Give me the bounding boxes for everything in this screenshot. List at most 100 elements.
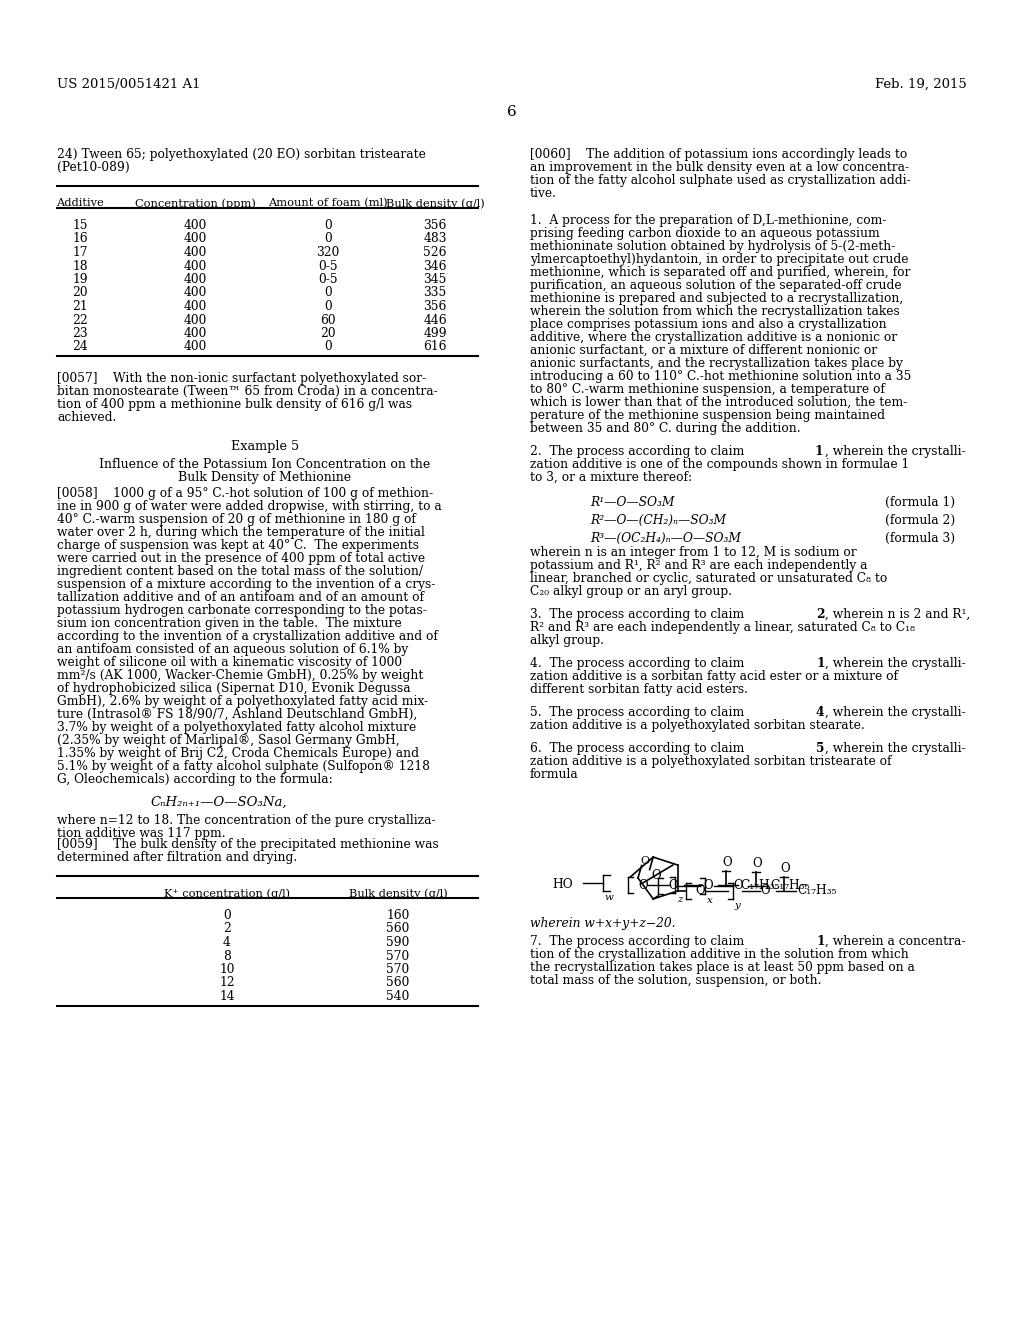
Text: 400: 400 xyxy=(183,246,207,259)
Text: O: O xyxy=(669,879,678,892)
Text: zation additive is a polyethoxylated sorbitan tristearate of: zation additive is a polyethoxylated sor… xyxy=(530,755,892,768)
Text: the recrystallization takes place is at least 50 ppm based on a: the recrystallization takes place is at … xyxy=(530,961,914,974)
Text: (formula 3): (formula 3) xyxy=(885,532,955,545)
Text: 16: 16 xyxy=(72,232,88,246)
Text: 23: 23 xyxy=(72,327,88,341)
Text: 0: 0 xyxy=(325,286,332,300)
Text: G, Oleochemicals) according to the formula:: G, Oleochemicals) according to the formu… xyxy=(57,774,333,785)
Text: ture (Intrasol® FS 18/90/7, Ashland Deutschland GmbH),: ture (Intrasol® FS 18/90/7, Ashland Deut… xyxy=(57,708,418,721)
Text: water over 2 h, during which the temperature of the initial: water over 2 h, during which the tempera… xyxy=(57,525,425,539)
Text: , wherein the crystalli-: , wherein the crystalli- xyxy=(825,706,966,719)
Text: 400: 400 xyxy=(183,314,207,326)
Text: 17: 17 xyxy=(73,246,88,259)
Text: perature of the methionine suspension being maintained: perature of the methionine suspension be… xyxy=(530,409,885,422)
Text: R¹—O—SO₃M: R¹—O—SO₃M xyxy=(590,496,675,510)
Text: 12: 12 xyxy=(219,977,234,990)
Text: O: O xyxy=(733,879,742,892)
Text: weight of silicone oil with a kinematic viscosity of 1000: weight of silicone oil with a kinematic … xyxy=(57,656,402,669)
Text: 3.7% by weight of a polyethoxylated fatty alcohol mixture: 3.7% by weight of a polyethoxylated fatt… xyxy=(57,721,416,734)
Text: achieved.: achieved. xyxy=(57,411,117,424)
Text: 2: 2 xyxy=(816,609,824,620)
Text: 14: 14 xyxy=(219,990,234,1003)
Text: 526: 526 xyxy=(423,246,446,259)
Text: formula: formula xyxy=(530,768,579,781)
Text: charge of suspension was kept at 40° C.  The experiments: charge of suspension was kept at 40° C. … xyxy=(57,539,419,552)
Text: 570: 570 xyxy=(386,949,410,962)
Text: determined after filtration and drying.: determined after filtration and drying. xyxy=(57,851,297,865)
Text: 4: 4 xyxy=(223,936,231,949)
Text: R²—O—(CH₂)ₙ—SO₃M: R²—O—(CH₂)ₙ—SO₃M xyxy=(590,513,726,527)
Text: 320: 320 xyxy=(316,246,340,259)
Text: w: w xyxy=(605,894,613,902)
Text: R³—(OC₂H₄)ₙ—O—SO₃M: R³—(OC₂H₄)ₙ—O—SO₃M xyxy=(590,532,741,545)
Text: 20: 20 xyxy=(321,327,336,341)
Text: 400: 400 xyxy=(183,300,207,313)
Text: 1.35% by weight of Brij C2, Croda Chemicals Europe) and: 1.35% by weight of Brij C2, Croda Chemic… xyxy=(57,747,419,760)
Text: sium ion concentration given in the table.  The mixture: sium ion concentration given in the tabl… xyxy=(57,616,401,630)
Text: 6.  The process according to claim: 6. The process according to claim xyxy=(530,742,749,755)
Text: Concentration (ppm): Concentration (ppm) xyxy=(134,198,255,209)
Text: 15: 15 xyxy=(73,219,88,232)
Text: tion additive was 117 ppm.: tion additive was 117 ppm. xyxy=(57,828,225,840)
Text: z: z xyxy=(677,895,683,904)
Text: 356: 356 xyxy=(423,219,446,232)
Text: tallization additive and of an antifoam and of an amount of: tallization additive and of an antifoam … xyxy=(57,591,424,605)
Text: linear, branched or cyclic, saturated or unsaturated C₈ to: linear, branched or cyclic, saturated or… xyxy=(530,572,887,585)
Text: anionic surfactant, or a mixture of different nonionic or: anionic surfactant, or a mixture of diff… xyxy=(530,345,878,356)
Text: C₁₇H₃₅: C₁₇H₃₅ xyxy=(740,879,779,891)
Text: tion of the crystallization additive in the solution from which: tion of the crystallization additive in … xyxy=(530,948,908,961)
Text: prising feeding carbon dioxide to an aqueous potassium: prising feeding carbon dioxide to an aqu… xyxy=(530,227,880,240)
Text: 10: 10 xyxy=(219,964,234,975)
Text: 1: 1 xyxy=(816,935,824,948)
Text: methionine is prepared and subjected to a recrystallization,: methionine is prepared and subjected to … xyxy=(530,292,903,305)
Text: C₁₇H₃₅: C₁₇H₃₅ xyxy=(798,884,838,898)
Text: 24: 24 xyxy=(72,341,88,354)
Text: of hydrophobicized silica (Sipernat D10, Evonik Degussa: of hydrophobicized silica (Sipernat D10,… xyxy=(57,682,411,696)
Text: 19: 19 xyxy=(72,273,88,286)
Text: ylmercaptoethyl)hydantoin, in order to precipitate out crude: ylmercaptoethyl)hydantoin, in order to p… xyxy=(530,253,908,267)
Text: O: O xyxy=(651,869,660,882)
Text: 22: 22 xyxy=(72,314,88,326)
Text: CₙH₂ₙ₊₁—O—SO₃Na,: CₙH₂ₙ₊₁—O—SO₃Na, xyxy=(150,796,287,809)
Text: 24) Tween 65; polyethoxylated (20 EO) sorbitan tristearate: 24) Tween 65; polyethoxylated (20 EO) so… xyxy=(57,148,426,161)
Text: to 80° C.-warm methionine suspension, a temperature of: to 80° C.-warm methionine suspension, a … xyxy=(530,383,885,396)
Text: , wherein n is 2 and R¹,: , wherein n is 2 and R¹, xyxy=(825,609,971,620)
Text: 1.  A process for the preparation of D,L-methionine, com-: 1. A process for the preparation of D,L-… xyxy=(530,214,887,227)
Text: , wherein the crystalli-: , wherein the crystalli- xyxy=(825,742,966,755)
Text: purification, an aqueous solution of the separated-off crude: purification, an aqueous solution of the… xyxy=(530,279,901,292)
Text: 60: 60 xyxy=(321,314,336,326)
Text: 483: 483 xyxy=(423,232,446,246)
Text: where n=12 to 18. The concentration of the pure crystalliza-: where n=12 to 18. The concentration of t… xyxy=(57,814,435,828)
Text: 446: 446 xyxy=(423,314,446,326)
Text: O: O xyxy=(780,862,790,875)
Text: HO: HO xyxy=(553,879,573,891)
Text: methioninate solution obtained by hydrolysis of 5-(2-meth-: methioninate solution obtained by hydrol… xyxy=(530,240,895,253)
Text: 5: 5 xyxy=(816,742,824,755)
Text: an improvement in the bulk density even at a low concentra-: an improvement in the bulk density even … xyxy=(530,161,909,174)
Text: mm²/s (AK 1000, Wacker-Chemie GmbH), 0.25% by weight: mm²/s (AK 1000, Wacker-Chemie GmbH), 0.2… xyxy=(57,669,423,682)
Text: 0-5: 0-5 xyxy=(318,260,338,272)
Text: zation additive is a polyethoxylated sorbitan stearate.: zation additive is a polyethoxylated sor… xyxy=(530,719,864,733)
Text: 0: 0 xyxy=(325,300,332,313)
Text: O: O xyxy=(753,857,762,870)
Text: tion of the fatty alcohol sulphate used as crystallization addi-: tion of the fatty alcohol sulphate used … xyxy=(530,174,910,187)
Text: 8: 8 xyxy=(223,949,231,962)
Text: 1: 1 xyxy=(815,445,823,458)
Text: 1: 1 xyxy=(816,657,824,671)
Text: , wherein the crystalli-: , wherein the crystalli- xyxy=(825,445,966,458)
Text: 616: 616 xyxy=(423,341,446,354)
Text: K⁺ concentration (g/l): K⁺ concentration (g/l) xyxy=(164,888,290,899)
Text: tive.: tive. xyxy=(530,187,557,201)
Text: US 2015/0051421 A1: US 2015/0051421 A1 xyxy=(57,78,201,91)
Text: which is lower than that of the introduced solution, the tem-: which is lower than that of the introduc… xyxy=(530,396,907,409)
Text: introducing a 60 to 110° C.-hot methionine solution into a 35: introducing a 60 to 110° C.-hot methioni… xyxy=(530,370,911,383)
Text: wherein w+x+y+z−20.: wherein w+x+y+z−20. xyxy=(530,917,676,931)
Text: 400: 400 xyxy=(183,341,207,354)
Text: 560: 560 xyxy=(386,923,410,936)
Text: Influence of the Potassium Ion Concentration on the: Influence of the Potassium Ion Concentra… xyxy=(99,458,431,471)
Text: 5.  The process according to claim: 5. The process according to claim xyxy=(530,706,749,719)
Text: 400: 400 xyxy=(183,219,207,232)
Text: 6: 6 xyxy=(507,106,517,119)
Text: O: O xyxy=(761,884,770,898)
Text: 335: 335 xyxy=(423,286,446,300)
